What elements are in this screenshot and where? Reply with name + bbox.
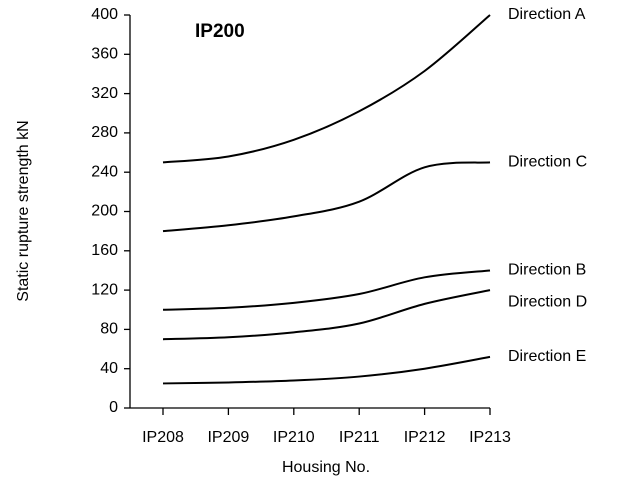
y-tick-label: 320 <box>91 85 118 102</box>
series-line <box>162 161 491 233</box>
y-tick-label: 80 <box>100 321 118 338</box>
series-label: Direction E <box>508 348 586 365</box>
y-axis-label: Static rupture strength kN <box>15 120 32 301</box>
y-tick-label: 360 <box>91 46 118 63</box>
series-label: Direction D <box>508 293 587 310</box>
x-axis-label: Housing No. <box>282 459 370 476</box>
series-line <box>162 269 491 311</box>
x-tick-label: IP208 <box>142 429 184 446</box>
y-tick-label: 0 <box>109 399 118 416</box>
x-tick-label: IP213 <box>469 429 511 446</box>
series-line <box>162 14 491 164</box>
y-tick-label: 240 <box>91 163 118 180</box>
series-label: Direction B <box>508 262 586 279</box>
y-tick-label: 200 <box>91 203 118 220</box>
y-tick-label: 160 <box>91 242 118 259</box>
series-line <box>162 355 491 385</box>
y-tick-label: 40 <box>100 360 118 377</box>
series-label: Direction C <box>508 154 587 171</box>
x-tick-label: IP211 <box>339 429 380 446</box>
y-tick-label: 400 <box>91 6 118 23</box>
y-tick-label: 280 <box>91 124 118 141</box>
x-tick-label: IP210 <box>273 429 315 446</box>
series-label: Direction A <box>508 6 586 23</box>
chart-title: IP200 <box>195 21 245 42</box>
x-tick-label: IP209 <box>207 429 249 446</box>
y-tick-label: 120 <box>91 281 118 298</box>
series-line <box>162 289 491 341</box>
x-tick-label: IP212 <box>404 429 446 446</box>
